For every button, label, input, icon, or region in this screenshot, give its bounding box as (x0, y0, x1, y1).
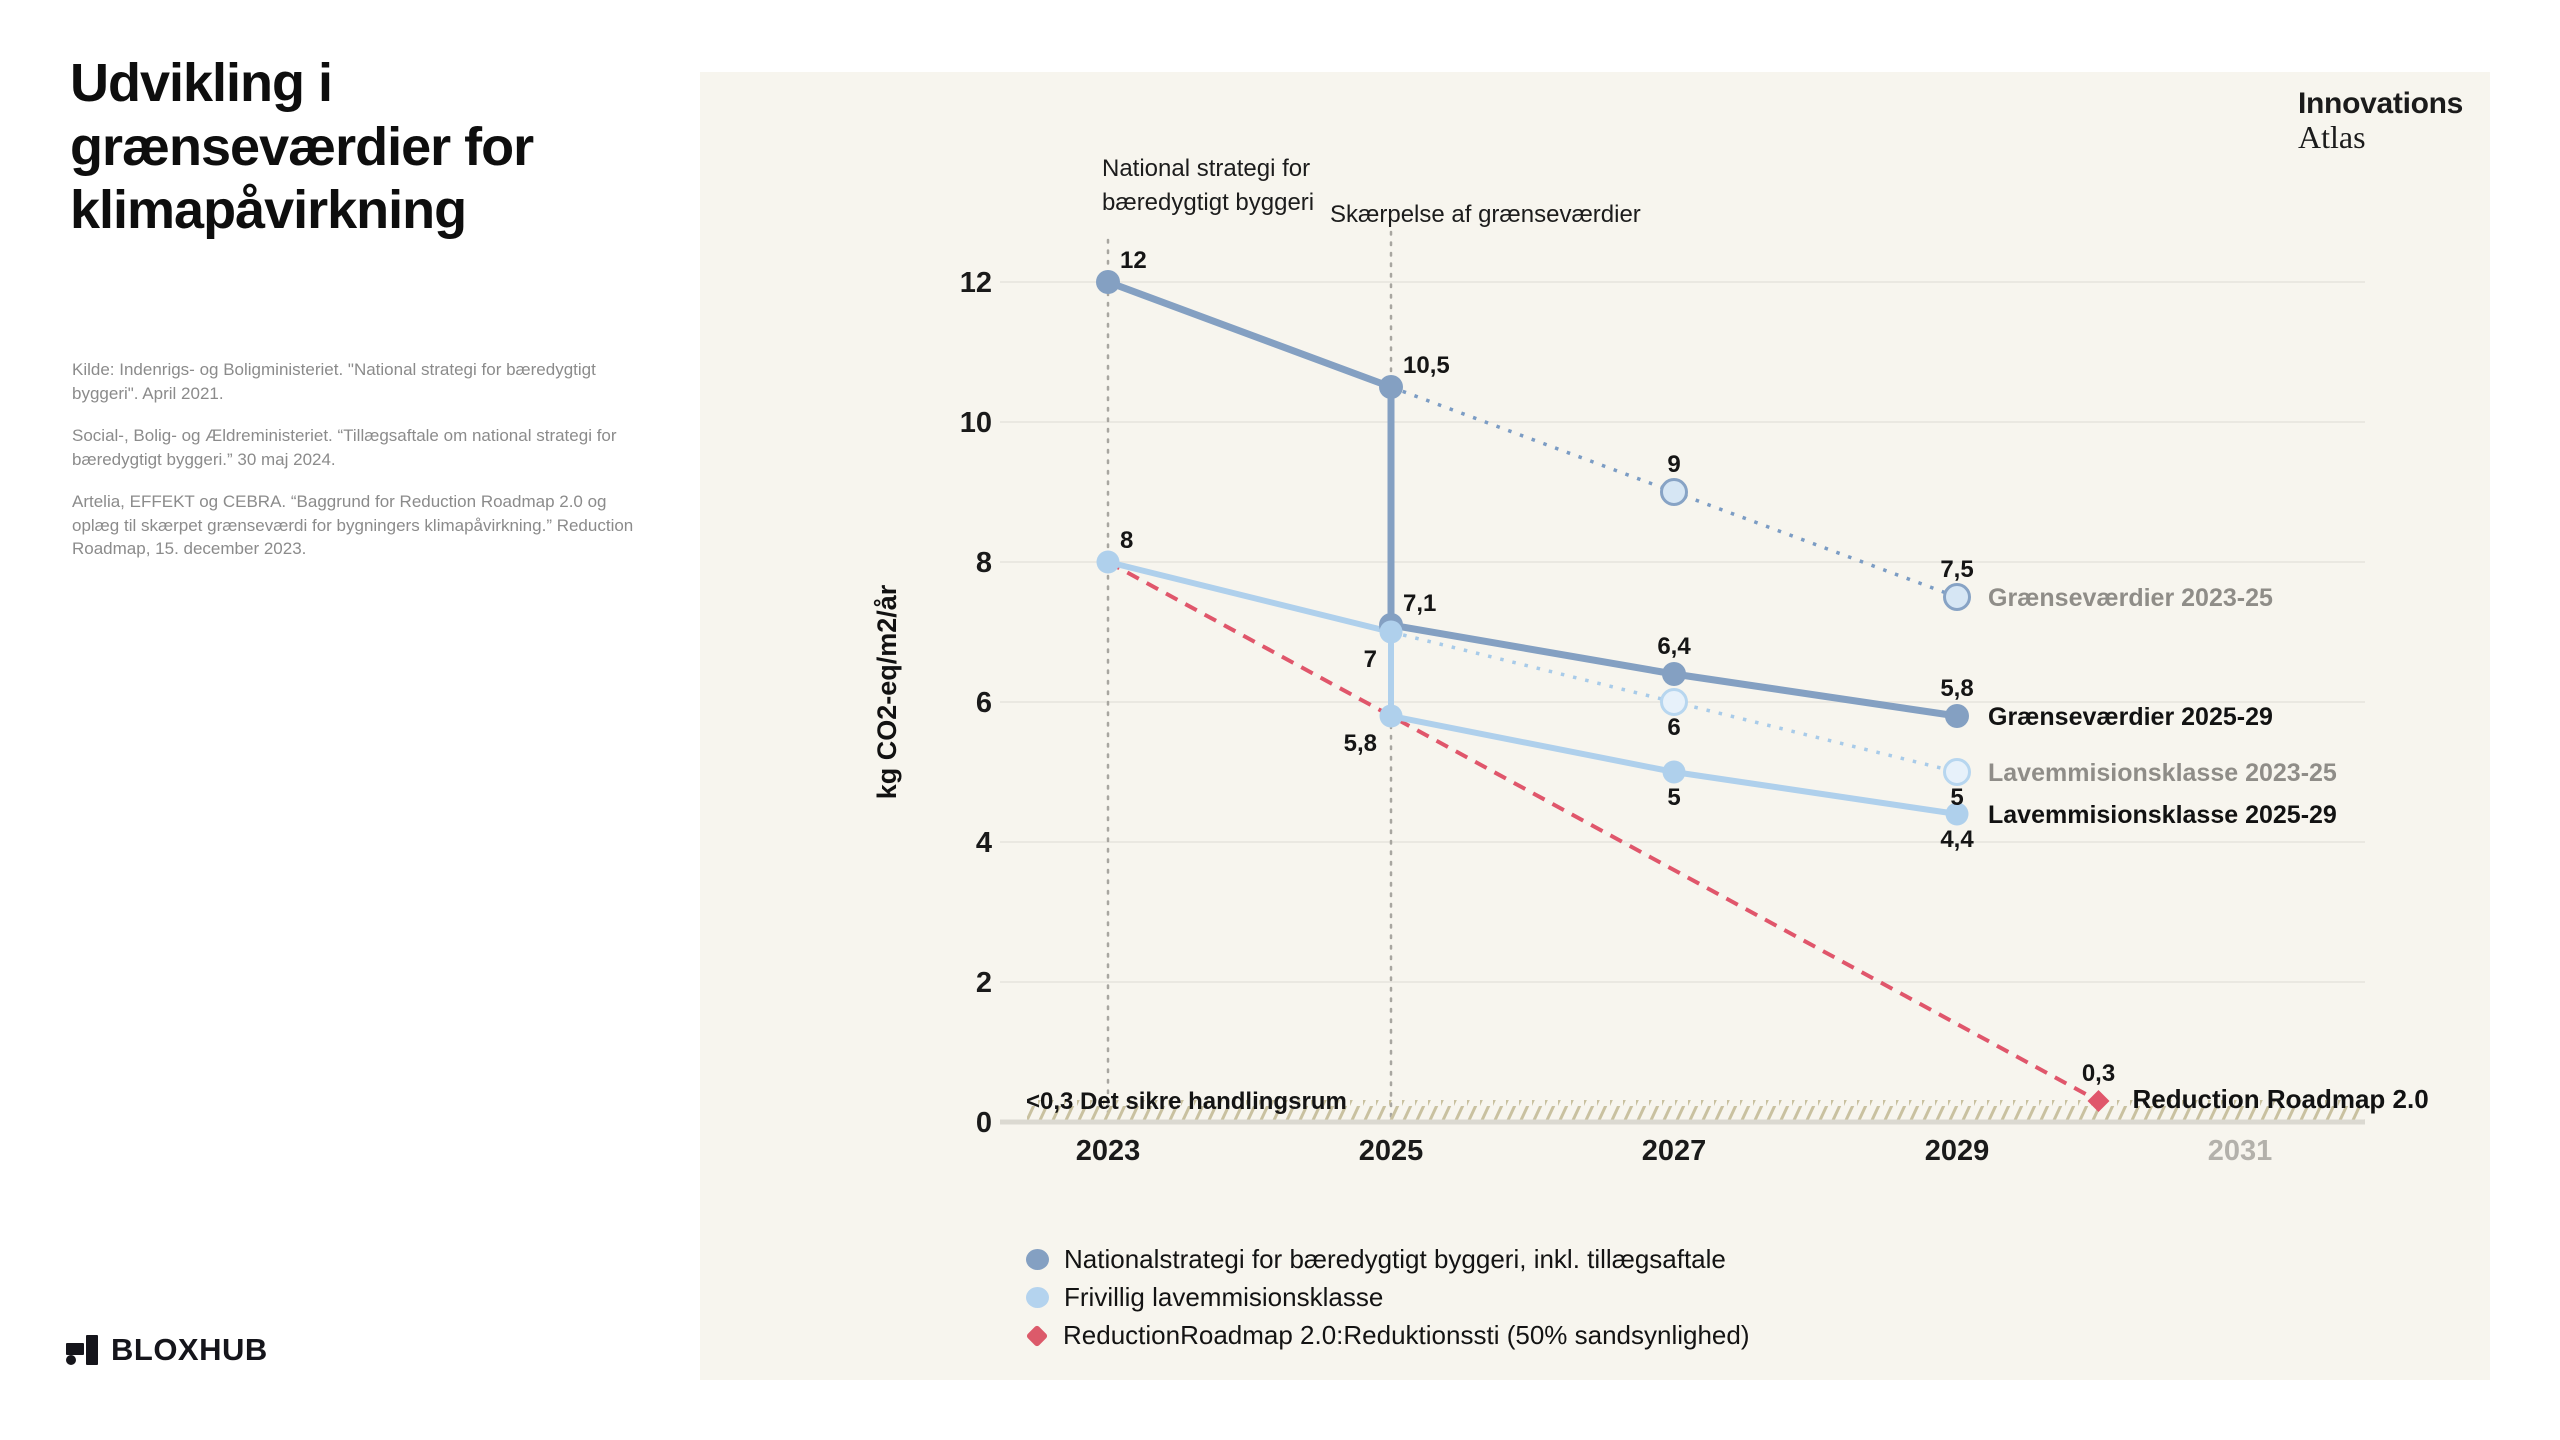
brand-line-atlas: Atlas (2298, 119, 2366, 156)
legend-item: Nationalstrategi for bæredygtigt byggeri… (1026, 1244, 1750, 1275)
innovations-atlas-logo: Innovations Atlas (2298, 87, 2464, 156)
data-point (1945, 802, 1969, 826)
left-panel: Udvikling i grænseværdier for klimapåvir… (0, 0, 700, 1440)
point-label: 5,8 (1940, 675, 1973, 702)
point-label: 8 (1120, 527, 1133, 554)
series-line (1104, 278, 1961, 720)
data-point-ring (1660, 688, 1688, 716)
bloxhub-icon (66, 1335, 98, 1365)
chart-panel: 0 2 4 6 8 10 12 National strategi for bæredygtig… (700, 72, 2490, 1380)
legend-label: Nationalstrategi for bæredygtigt byggeri… (1064, 1244, 1726, 1274)
y-tick-label: 0 (976, 1107, 992, 1139)
brand-line-innovations: Innovations (2298, 87, 2464, 120)
legend-dot-icon (1026, 1249, 1049, 1270)
x-tick-label: 2029 (1925, 1135, 1990, 1167)
series-end-label: Lavemmisionsklasse 2025-29 (1988, 801, 2337, 829)
source-note: Social-, Bolig- og Ældreministeriet. “Ti… (72, 426, 617, 469)
point-label: 7,1 (1403, 590, 1436, 617)
legend-item: ReductionRoadmap 2.0:Reduktionssti (50% … (1025, 1320, 1750, 1351)
source-note: Kilde: Indenrigs- og Boligministeriet. "… (72, 360, 596, 403)
legend-label: Frivillig lavemmisionsklasse (1064, 1282, 1384, 1312)
point-label: 5 (1950, 784, 1963, 811)
point-label: 6,4 (1657, 633, 1691, 660)
data-point (1379, 620, 1403, 644)
data-point (1662, 760, 1686, 784)
data-point-ring (1943, 583, 1971, 611)
annotation: Skærpelse af grænseværdier (1330, 201, 1641, 228)
point-label: 5 (1667, 784, 1680, 811)
series-end-label: Lavemmisionsklasse 2023-25 (1988, 759, 2337, 787)
y-tick-label: 4 (976, 827, 992, 859)
bloxhub-icon-dot (66, 1355, 76, 1365)
x-tick-label: 2031 (2208, 1135, 2273, 1167)
x-tick-label: 2027 (1642, 1135, 1707, 1167)
legend-label: ReductionRoadmap 2.0:Reduktionssti (50% … (1063, 1320, 1750, 1350)
point-label: 10,5 (1403, 352, 1450, 379)
point-label: 5,8 (1344, 730, 1377, 757)
climate-limits-chart: 0 2 4 6 8 10 12 National strategi for bæredygtig… (872, 155, 2429, 1167)
point-label: 6 (1667, 714, 1680, 741)
x-tick-label: 2023 (1076, 1135, 1141, 1167)
safe-zone-band (1027, 1100, 2365, 1122)
series-end-label: Grænseværdier 2023-25 (1988, 584, 2273, 612)
chart-legend: Nationalstrategi for bæredygtigt byggeri… (1025, 1244, 1750, 1351)
data-point-ring (1943, 758, 1971, 786)
series-end-label: Grænseværdier 2025-29 (1988, 703, 2273, 731)
data-point (1096, 550, 1120, 574)
point-label: 7 (1364, 646, 1377, 673)
legend-diamond-icon (1025, 1324, 1049, 1347)
point-label: 12 (1120, 247, 1147, 274)
bloxhub-logo: BLOXHUB (66, 1332, 268, 1368)
safe-zone-label: <0,3 Det sikre handlingsrum (1026, 1088, 1347, 1115)
x-tick-label: 2025 (1359, 1135, 1424, 1167)
y-tick-label: 2 (976, 967, 992, 999)
annotation: National strategi for (1102, 155, 1310, 182)
data-point (1096, 270, 1120, 294)
point-label: 9 (1667, 451, 1680, 478)
point-label: 7,5 (1940, 556, 1973, 583)
series-line (1105, 559, 1960, 817)
data-point (1379, 704, 1403, 728)
annotation: bæredygtigt byggeri (1102, 189, 1314, 216)
bloxhub-icon-mid (66, 1343, 84, 1355)
data-point (1662, 662, 1686, 686)
source-notes: Kilde: Indenrigs- og Boligministeriet. "… (72, 358, 652, 580)
y-tick-label: 6 (976, 687, 992, 719)
point-label: 4,4 (1940, 826, 1974, 853)
legend-dot-icon (1026, 1287, 1049, 1308)
legend-item: Frivillig lavemmisionsklasse (1026, 1282, 1750, 1313)
series-line (1107, 560, 2100, 1103)
y-tick-label: 10 (960, 407, 992, 439)
data-point (1379, 375, 1403, 399)
bloxhub-wordmark: BLOXHUB (111, 1332, 268, 1367)
y-axis-title: kg CO2-eq/m2/år (872, 584, 902, 799)
point-label: 0,3 (2082, 1060, 2115, 1087)
page-title: Udvikling i grænseværdier for klimapåvir… (70, 53, 534, 241)
data-point (1945, 704, 1969, 728)
bloxhub-icon-bar (86, 1335, 98, 1365)
y-tick-label: 12 (960, 267, 992, 299)
source-note: Artelia, EFFEKT og CEBRA. “Baggrund for … (72, 492, 634, 558)
data-point-ring (1660, 478, 1688, 506)
data-point-diamond (2087, 1090, 2110, 1112)
series-end-label: Reduction Roadmap 2.0 (2133, 1084, 2429, 1114)
y-tick-label: 8 (976, 547, 992, 579)
